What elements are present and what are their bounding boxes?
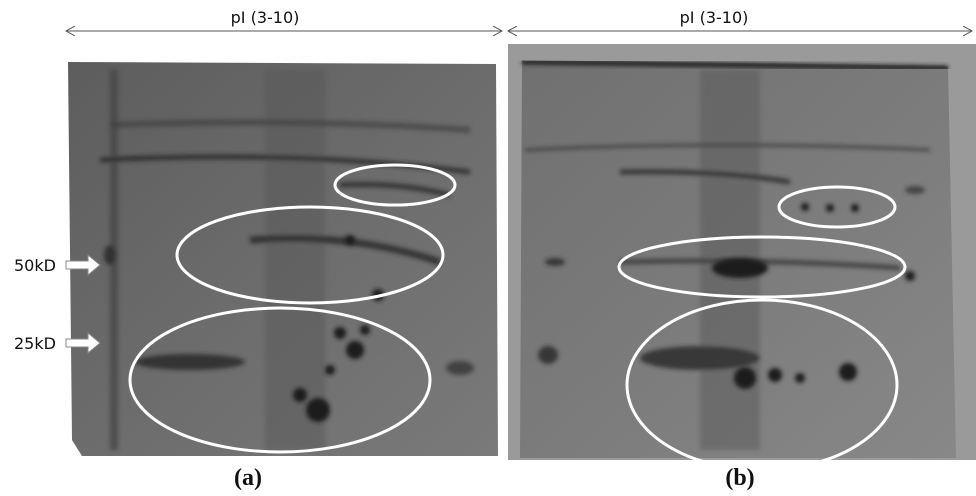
marker-50kd: 50kD xyxy=(14,253,101,277)
gel-b xyxy=(508,44,976,472)
gel-a xyxy=(68,62,498,456)
axis-label: pI (3-10) xyxy=(680,8,749,27)
marker-label: 25kD xyxy=(14,334,56,353)
marker-label: 50kD xyxy=(14,256,56,275)
caption: (a) xyxy=(234,465,262,491)
caption: (b) xyxy=(725,465,754,491)
axis-label: pI (3-10) xyxy=(231,8,300,27)
marker-25kd: 25kD xyxy=(14,331,101,355)
